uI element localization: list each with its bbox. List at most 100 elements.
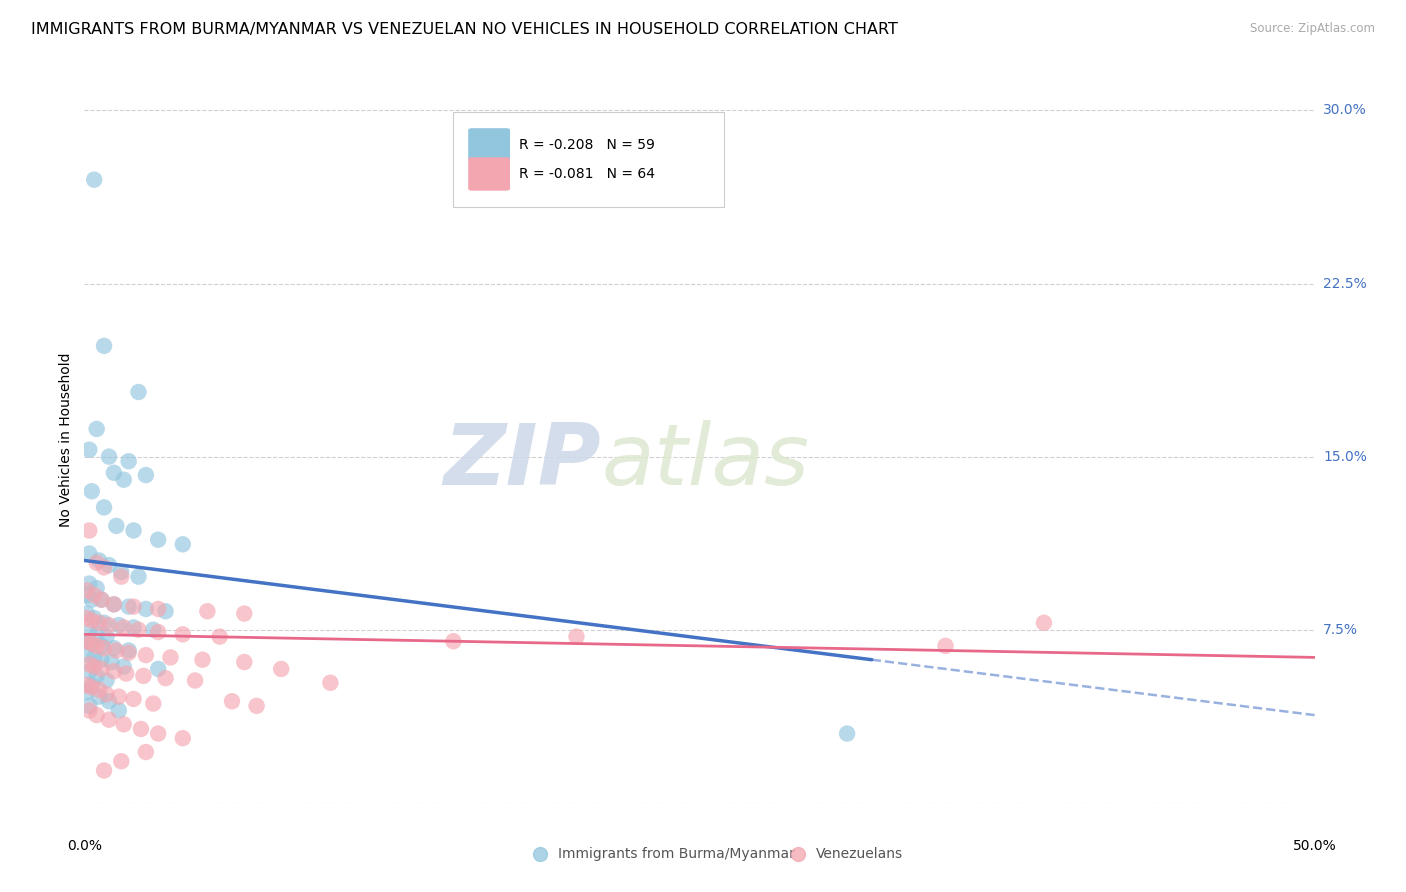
Point: [122, 524, 145, 538]
Text: ZIP: ZIP: [443, 419, 602, 502]
Point: [79, 576, 101, 591]
Point: [90, 592, 112, 607]
Point: [76, 634, 98, 648]
Point: [135, 602, 157, 616]
Point: [233, 655, 256, 669]
Point: [76, 678, 98, 692]
Text: 50.0%: 50.0%: [1292, 839, 1337, 853]
Point: [83, 650, 105, 665]
Point: [135, 648, 157, 662]
Point: [148, 625, 170, 640]
Point: [80, 592, 103, 607]
Point: [93, 641, 115, 656]
Point: [148, 662, 170, 676]
Point: [118, 599, 141, 614]
Point: [319, 675, 342, 690]
Point: [565, 630, 588, 644]
Point: [86, 556, 108, 570]
Point: [103, 466, 125, 480]
Point: [103, 597, 125, 611]
Point: [1033, 615, 1056, 630]
Point: [79, 524, 101, 538]
Point: [80, 614, 103, 628]
Point: [110, 754, 132, 768]
Point: [129, 722, 152, 736]
Point: [108, 618, 131, 632]
Point: [86, 639, 108, 653]
Point: [110, 565, 132, 579]
Point: [76, 648, 98, 662]
Point: [118, 643, 141, 657]
Point: [86, 627, 108, 641]
Point: [443, 634, 465, 648]
Point: [87, 682, 111, 697]
Point: [76, 685, 98, 699]
Text: Venezuelans: Venezuelans: [817, 847, 904, 861]
Point: [172, 537, 194, 551]
Text: 15.0%: 15.0%: [1323, 450, 1367, 464]
Point: [86, 422, 108, 436]
Text: Source: ZipAtlas.com: Source: ZipAtlas.com: [1250, 22, 1375, 36]
Point: [76, 634, 98, 648]
Point: [93, 560, 115, 574]
Text: R = -0.081   N = 64: R = -0.081 N = 64: [519, 167, 655, 181]
Point: [93, 764, 115, 778]
FancyBboxPatch shape: [454, 112, 724, 207]
Text: 22.5%: 22.5%: [1323, 277, 1367, 291]
Point: [184, 673, 207, 688]
Point: [96, 630, 118, 644]
Point: [103, 665, 125, 679]
Point: [128, 569, 150, 583]
Point: [80, 681, 103, 695]
Point: [86, 708, 108, 723]
Point: [90, 639, 112, 653]
Point: [935, 639, 957, 653]
Point: [112, 620, 135, 634]
Point: [270, 662, 292, 676]
Point: [118, 646, 141, 660]
Point: [221, 694, 243, 708]
Point: [142, 623, 165, 637]
FancyBboxPatch shape: [468, 128, 510, 161]
Point: [87, 553, 111, 567]
Point: [108, 690, 131, 704]
Point: [86, 669, 108, 683]
Point: [79, 547, 101, 561]
Point: [76, 607, 98, 621]
Point: [90, 592, 112, 607]
Point: [112, 659, 135, 673]
Point: [100, 655, 122, 669]
Point: [96, 687, 118, 701]
Point: [80, 484, 103, 499]
Point: [80, 678, 103, 692]
Point: [83, 611, 105, 625]
Point: [135, 468, 157, 483]
Point: [132, 669, 155, 683]
Point: [93, 615, 115, 630]
Point: [86, 581, 108, 595]
Point: [98, 618, 120, 632]
Point: [103, 641, 125, 656]
Point: [90, 653, 112, 667]
Point: [837, 726, 859, 740]
Point: [79, 698, 101, 713]
Point: [87, 690, 111, 704]
Point: [148, 602, 170, 616]
Point: [128, 384, 150, 399]
Y-axis label: No Vehicles in Household: No Vehicles in Household: [59, 352, 73, 526]
Point: [118, 454, 141, 468]
Text: 30.0%: 30.0%: [1323, 103, 1367, 118]
Point: [76, 588, 98, 602]
Point: [80, 636, 103, 650]
Point: [112, 717, 135, 731]
Point: [98, 558, 120, 573]
Point: [155, 671, 177, 685]
Point: [80, 636, 103, 650]
Point: [79, 665, 101, 679]
Point: [83, 172, 105, 186]
Point: [148, 533, 170, 547]
Text: atlas: atlas: [602, 419, 808, 502]
Point: [79, 625, 101, 640]
Point: [197, 604, 219, 618]
Point: [79, 442, 101, 457]
